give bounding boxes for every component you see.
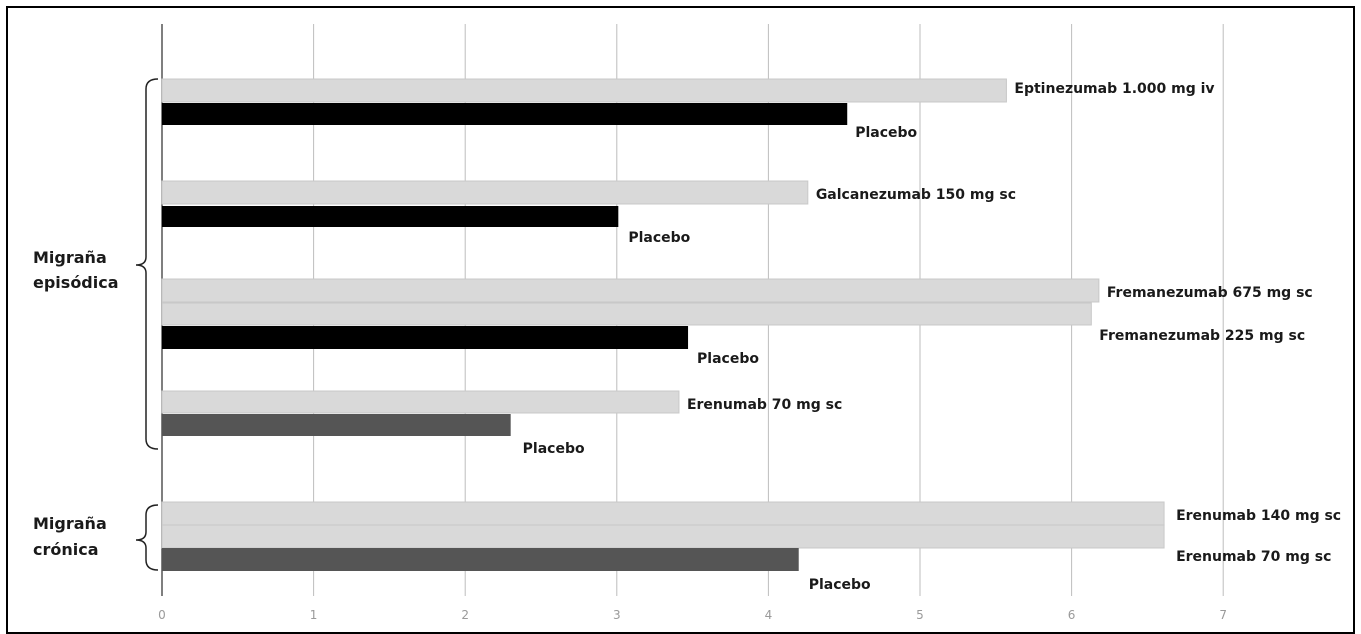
bar-label: Placebo (523, 441, 585, 457)
bar-label: Erenumab 140 mg sc (1176, 508, 1341, 524)
bracket-episodic (135, 78, 159, 450)
x-tick-label: 0 (158, 608, 166, 622)
group-labels: Migraña episódica Migraña crónica (33, 78, 159, 571)
group-label: Migraña (33, 248, 107, 267)
bar-labels: Eptinezumab 1.000 mg iv Placebo Galcanezum… (523, 81, 1341, 593)
x-tick-label: 3 (613, 608, 621, 622)
group-label: episódica (33, 273, 119, 292)
bar-label: Erenumab 70 mg sc (687, 397, 842, 413)
bar-label: Fremanezumab 675 mg sc (1107, 285, 1313, 301)
bar-label: Galcanezumab 150 mg sc (816, 187, 1016, 203)
x-tick-label: 4 (765, 608, 773, 622)
bar-label: Placebo (855, 125, 917, 141)
bar (161, 180, 809, 205)
bar-label: Fremanezumab 225 mg sc (1099, 328, 1305, 344)
bar (161, 302, 1092, 326)
bar-label: Placebo (628, 230, 690, 246)
x-tick-label: 7 (1219, 608, 1227, 622)
bar-label: Placebo (697, 351, 759, 367)
x-tick-label: 1 (310, 608, 318, 622)
bar (161, 278, 1100, 303)
x-tick-label: 6 (1068, 608, 1076, 622)
group-label: Migraña (33, 514, 107, 533)
bar-label: Erenumab 70 mg sc (1176, 549, 1331, 565)
x-tick-labels: 0 1 2 3 4 5 6 7 (158, 608, 1227, 622)
bar (162, 414, 511, 436)
bar (161, 524, 1165, 549)
bar (162, 326, 689, 349)
bar (161, 501, 1165, 526)
bar (162, 548, 799, 571)
bar (162, 206, 619, 227)
x-tick-label: 2 (461, 608, 469, 622)
x-tick-label: 5 (916, 608, 924, 622)
bar-label: Eptinezumab 1.000 mg iv (1014, 81, 1214, 97)
bar (161, 390, 680, 414)
group-label: crónica (33, 540, 99, 559)
bars (161, 78, 1165, 571)
bracket-chronic (135, 504, 159, 571)
bar-label: Placebo (809, 577, 871, 593)
bar (162, 103, 848, 125)
bar (161, 78, 1007, 103)
